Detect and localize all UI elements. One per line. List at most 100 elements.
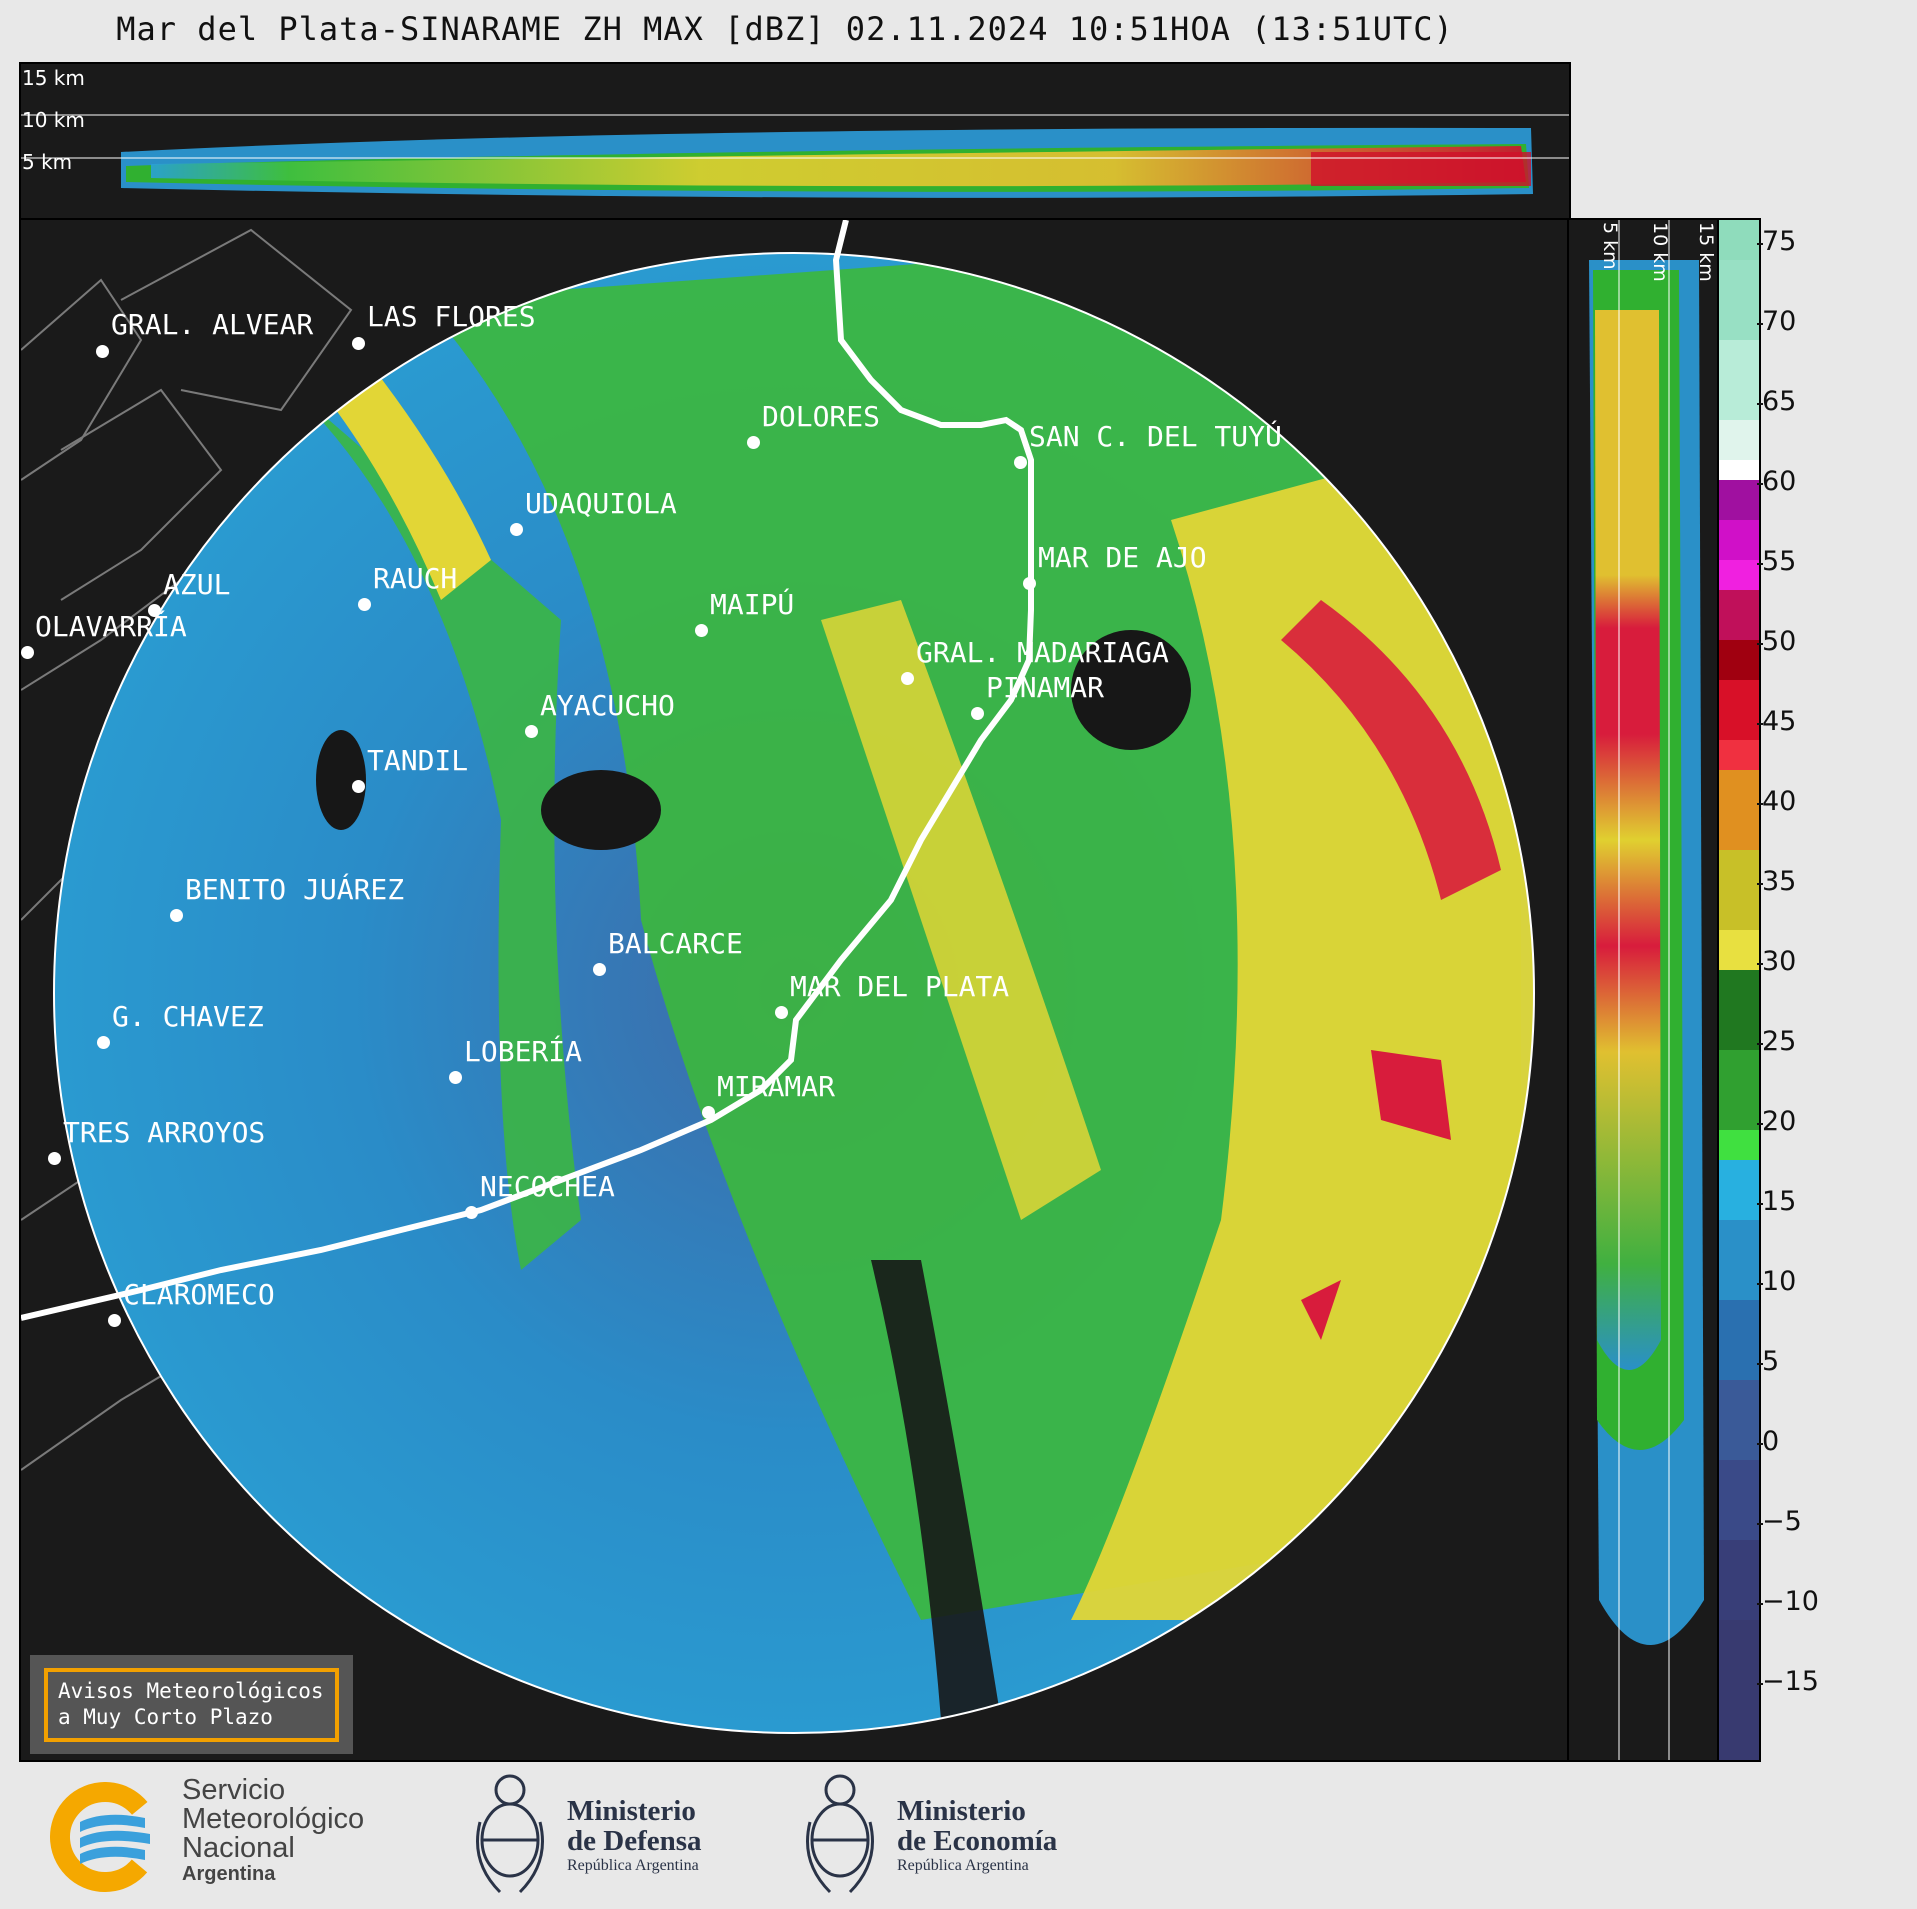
colorbar-tick: −10 (1762, 1586, 1819, 1617)
city-label-g-chavez: G. CHAVEZ (112, 1000, 264, 1033)
city-dot (358, 598, 371, 611)
top-cross-section-panel: 15 km 10 km 5 km (19, 62, 1571, 220)
avisos-line1: Avisos Meteorológicos (58, 1678, 324, 1703)
colorbar-tick: 50 (1762, 626, 1797, 657)
city-label-balcarce: BALCARCE (608, 927, 743, 960)
argentina-coat-of-arms-icon (476, 1774, 544, 1894)
city-label-pinamar: PINAMAR (986, 671, 1105, 704)
city-dot (148, 604, 161, 617)
city-label-rauch: RAUCH (373, 562, 458, 595)
colorbar-tick: 25 (1762, 1026, 1797, 1057)
top-cross-section-image (21, 114, 1569, 198)
side-height-label-10km: 10 km (1649, 222, 1671, 282)
side-cross-section-panel: 5 km 10 km 15 km (1567, 218, 1721, 1762)
city-label-olavarria: OLAVARRÍA (35, 610, 187, 643)
city-dot (96, 345, 109, 358)
colorbar-tick: 5 (1762, 1346, 1780, 1377)
page-title: Mar del Plata-SINARAME ZH MAX [dBZ] 02.1… (116, 10, 1454, 48)
city-dot (21, 646, 34, 659)
city-label-necochea: NECOCHEA (480, 1170, 615, 1203)
city-dot (525, 725, 538, 738)
city-dot (108, 1314, 121, 1327)
coastline (21, 220, 1034, 1321)
argentina-coat-of-arms-icon (806, 1774, 874, 1894)
city-dot (97, 1036, 110, 1049)
city-label-gral-madariaga: GRAL. MADARIAGA (916, 636, 1169, 669)
city-dot (702, 1106, 715, 1119)
defensa-line1: Ministerio (567, 1795, 696, 1827)
colorbar-tick: 70 (1762, 306, 1797, 337)
city-label-loberia: LOBERÍA (464, 1035, 583, 1068)
city-label-benito-juarez: BENITO JUÁREZ (185, 873, 405, 906)
city-label-tres-arroyos: TRES ARROYOS (63, 1116, 266, 1149)
city-label-ayacucho: AYACUCHO (540, 689, 675, 722)
city-label-maipu: MAIPÚ (710, 588, 795, 621)
smn-line1: Servicio (182, 1774, 286, 1806)
city-dot (775, 1006, 788, 1019)
economia-line3: República Argentina (897, 1857, 1029, 1874)
economia-line2: de Economía (897, 1825, 1058, 1857)
side-height-label-5km: 5 km (1599, 222, 1621, 270)
radar-range-ring (53, 252, 1535, 1734)
colorbar-tick: 40 (1762, 786, 1797, 817)
smn-logo-text: Servicio Meteorológico Nacional Argentin… (182, 1774, 365, 1886)
city-dot (1023, 577, 1036, 590)
colorbar-tick: 55 (1762, 546, 1797, 577)
city-dot (747, 436, 760, 449)
city-dot (1014, 456, 1027, 469)
colorbar-tick: 35 (1762, 866, 1797, 897)
colorbar-tick: −15 (1762, 1666, 1819, 1697)
city-label-claromeco: CLAROMECO (123, 1278, 275, 1311)
colorbar-tick: 60 (1762, 466, 1797, 497)
colorbar-tick: 20 (1762, 1106, 1797, 1137)
radar-reflectivity-map (21, 220, 1535, 1734)
colorbar (1717, 218, 1761, 1762)
city-dot (170, 909, 183, 922)
city-dot (465, 1206, 478, 1219)
radar-map-panel: GRAL. ALVEAR LAS FLORES DOLORES SAN C. D… (19, 218, 1571, 1762)
city-label-udaquiola: UDAQUIOLA (525, 487, 677, 520)
avisos-line2: a Muy Corto Plazo (58, 1704, 273, 1729)
smn-logo-icon (50, 1782, 160, 1892)
side-cross-section-image (1589, 220, 1704, 1760)
city-dot (593, 963, 606, 976)
city-dot (48, 1152, 61, 1165)
city-dot (901, 672, 914, 685)
city-label-mar-del-plata: MAR DEL PLATA (790, 970, 1010, 1003)
economia-line1: Ministerio (897, 1795, 1026, 1827)
height-label-15km: 15 km (22, 66, 85, 90)
city-label-tandil: TANDIL (367, 744, 469, 777)
colorbar-tick: 0 (1762, 1426, 1780, 1457)
city-label-azul: AZUL (163, 568, 231, 601)
avisos-box[interactable]: Avisos Meteorológicos a Muy Corto Plazo (30, 1655, 353, 1754)
city-label-mar-de-ajo: MAR DE AJO (1038, 541, 1207, 574)
smn-line4: Argentina (182, 1863, 276, 1885)
city-dot (695, 624, 708, 637)
colorbar-tick: −5 (1762, 1506, 1802, 1537)
defensa-line2: de Defensa (567, 1825, 702, 1857)
colorbar-tick: 10 (1762, 1266, 1797, 1297)
colorbar-tick: 15 (1762, 1186, 1797, 1217)
city-dot (352, 780, 365, 793)
colorbar-tick: 45 (1762, 706, 1797, 737)
colorbar-tick: 30 (1762, 946, 1797, 977)
height-label-10km: 10 km (22, 108, 85, 132)
city-label-dolores: DOLORES (762, 400, 881, 433)
side-height-label-15km: 15 km (1695, 222, 1717, 282)
defensa-line3: República Argentina (567, 1857, 699, 1874)
city-dot (352, 337, 365, 350)
smn-line3: Nacional (182, 1832, 295, 1864)
city-label-miramar: MIRAMAR (717, 1070, 836, 1103)
city-dot (971, 707, 984, 720)
city-label-san-c-del-tuyu: SAN C. DEL TUYÚ (1029, 420, 1282, 453)
colorbar-tick: 75 (1762, 226, 1797, 257)
colorbar-tick: 65 (1762, 386, 1797, 417)
city-label-gral-alvear: GRAL. ALVEAR (111, 308, 314, 341)
city-dot (449, 1071, 462, 1084)
city-dot (510, 523, 523, 536)
economia-logo-text: Ministerio de Economía República Argenti… (897, 1796, 1057, 1876)
height-label-5km: 5 km (22, 150, 73, 174)
defensa-logo-text: Ministerio de Defensa República Argentin… (567, 1796, 702, 1876)
city-label-las-flores: LAS FLORES (367, 300, 536, 333)
smn-line2: Meteorológico (182, 1803, 365, 1835)
